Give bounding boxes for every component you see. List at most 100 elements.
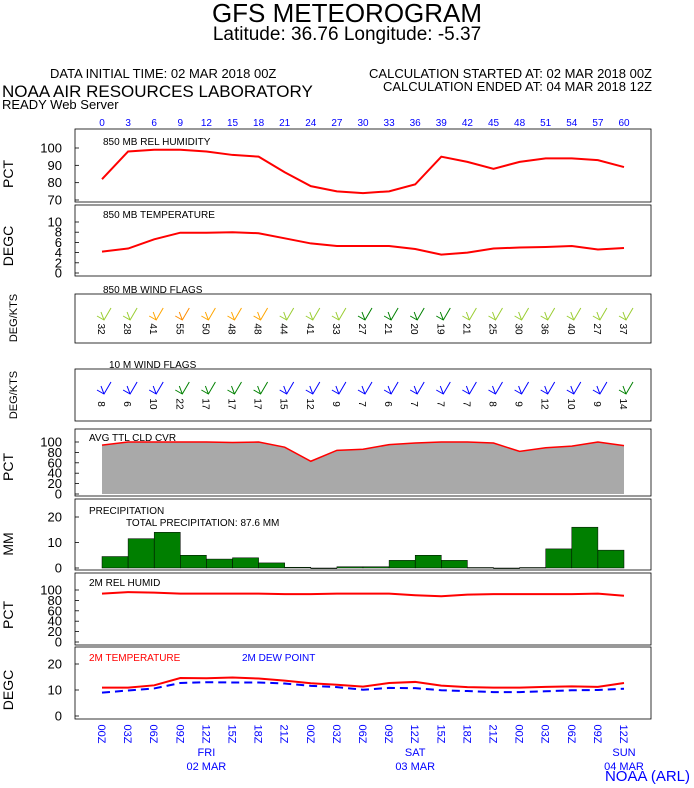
wind-speed-label: 21 bbox=[382, 323, 393, 335]
time-label: 03Z bbox=[539, 725, 551, 744]
y-tick-label: 8 bbox=[55, 225, 62, 240]
wind-barb bbox=[488, 381, 503, 395]
y-tick-label: 60 bbox=[48, 455, 62, 470]
location-line: Latitude: 36.76 Longitude: -5.37 bbox=[212, 24, 482, 45]
time-label: 12Z bbox=[199, 725, 211, 744]
wind-speed-label: 21 bbox=[460, 323, 471, 335]
wind-speed-label: 36 bbox=[539, 323, 550, 335]
wind-barb bbox=[148, 307, 164, 321]
y-tick-label: 4 bbox=[55, 245, 62, 260]
wind-barb bbox=[357, 307, 373, 321]
panel-frame bbox=[74, 572, 652, 646]
forecast-hour-label: 51 bbox=[540, 118, 552, 129]
forecast-hour-label: 60 bbox=[618, 118, 630, 129]
wind-barb bbox=[618, 307, 634, 321]
wind-speed-label: 50 bbox=[199, 323, 210, 335]
wind-barb bbox=[305, 307, 321, 321]
wind-barb bbox=[148, 381, 164, 395]
wind-speed-label: 10 bbox=[565, 398, 576, 410]
wind-barb bbox=[566, 381, 582, 395]
y-tick-label: 0 bbox=[55, 635, 62, 650]
wind-barb bbox=[383, 307, 399, 321]
time-label: 06Z bbox=[565, 725, 577, 744]
wind-barb bbox=[514, 307, 530, 321]
time-label: 15Z bbox=[226, 725, 238, 744]
wind-speed-label: 17 bbox=[252, 398, 263, 410]
precip-bar bbox=[284, 566, 312, 569]
wind-barb bbox=[540, 381, 556, 395]
wind-barb bbox=[122, 381, 138, 395]
wind-speed-label: 9 bbox=[591, 401, 602, 407]
y-tick-label: 80 bbox=[48, 593, 62, 608]
y-tick-label: 6 bbox=[55, 235, 62, 250]
forecast-hour-label: 33 bbox=[384, 118, 396, 129]
forecast-hour-label: 12 bbox=[201, 118, 213, 129]
precip-bar bbox=[545, 548, 573, 569]
y-tick-label: 80 bbox=[48, 175, 62, 190]
y-tick-label: 0 bbox=[55, 487, 62, 502]
y-tick-label: 100 bbox=[40, 583, 62, 598]
y-tick-label: 0 bbox=[55, 561, 62, 576]
forecast-hour-label: 15 bbox=[227, 118, 239, 129]
wind-barb bbox=[279, 307, 295, 321]
y-tick-label: 60 bbox=[48, 603, 62, 618]
forecast-hour-label: 54 bbox=[566, 118, 578, 129]
time-label: 18Z bbox=[252, 725, 264, 744]
wind-speed-label: 48 bbox=[252, 323, 263, 335]
y-axis-label: DEG/KTS bbox=[8, 294, 20, 342]
precip-bar bbox=[258, 562, 285, 569]
wind-speed-label: 17 bbox=[199, 398, 210, 410]
wind-speed-label: 48 bbox=[226, 323, 237, 335]
precip-bar bbox=[206, 558, 233, 569]
time-label: 15Z bbox=[434, 725, 446, 744]
wind-barb bbox=[96, 381, 112, 395]
y-tick-label: 20 bbox=[48, 476, 62, 491]
cloud-line bbox=[101, 441, 625, 463]
y-axis-label: DEGC bbox=[0, 226, 16, 266]
precip-bar bbox=[571, 526, 599, 569]
wind-speed-label: 7 bbox=[356, 401, 367, 407]
forecast-hour-label: 9 bbox=[178, 118, 184, 129]
y-tick-label: 40 bbox=[48, 466, 62, 481]
y-tick-label: 100 bbox=[40, 141, 62, 156]
wind-speed-label: 33 bbox=[330, 323, 341, 335]
series-line bbox=[101, 148, 625, 195]
wind-barb bbox=[409, 381, 425, 395]
forecast-hour-label: 24 bbox=[305, 118, 317, 129]
time-label: 12Z bbox=[617, 725, 629, 744]
wind-speed-label: 32 bbox=[95, 323, 106, 335]
wind-speed-label: 12 bbox=[539, 398, 550, 410]
wind-speed-label: 41 bbox=[304, 323, 315, 335]
forecast-hour-label: 21 bbox=[279, 118, 291, 129]
wind-speed-label: 30 bbox=[513, 323, 524, 335]
precip-bar bbox=[414, 555, 442, 569]
time-label: 06Z bbox=[147, 725, 159, 744]
y-tick-label: 10 bbox=[48, 535, 62, 550]
calc-started: CALCULATION STARTED AT: 02 MAR 2018 00Z bbox=[369, 66, 652, 81]
precip-bar bbox=[493, 567, 520, 569]
wind-barb bbox=[201, 307, 216, 321]
wind-speed-label: 27 bbox=[356, 323, 367, 335]
day-name: FRI bbox=[198, 747, 216, 759]
wind-barb bbox=[253, 307, 269, 321]
time-label: 00Z bbox=[513, 725, 525, 744]
precip-bar bbox=[127, 538, 155, 569]
forecast-hour-label: 6 bbox=[151, 118, 157, 129]
y-axis-label: PCT bbox=[0, 601, 16, 629]
precip-title: PRECIPITATION bbox=[89, 506, 165, 517]
wind-barb bbox=[96, 307, 112, 321]
wind-barb bbox=[514, 381, 530, 395]
t850-title: 850 MB TEMPERATURE bbox=[103, 210, 215, 221]
wind-speed-label: 19 bbox=[434, 323, 445, 335]
y-tick-label: 90 bbox=[48, 158, 62, 173]
wind-speed-label: 9 bbox=[513, 401, 524, 407]
wind-speed-label: 44 bbox=[278, 323, 289, 335]
wind-barb bbox=[383, 381, 399, 395]
y-tick-label: 70 bbox=[48, 193, 62, 208]
wind-speed-label: 8 bbox=[487, 401, 498, 407]
day-name: SUN bbox=[612, 747, 635, 759]
precip-bar bbox=[467, 567, 494, 569]
y-tick-label: 80 bbox=[48, 445, 62, 460]
precip-bar bbox=[441, 560, 468, 569]
